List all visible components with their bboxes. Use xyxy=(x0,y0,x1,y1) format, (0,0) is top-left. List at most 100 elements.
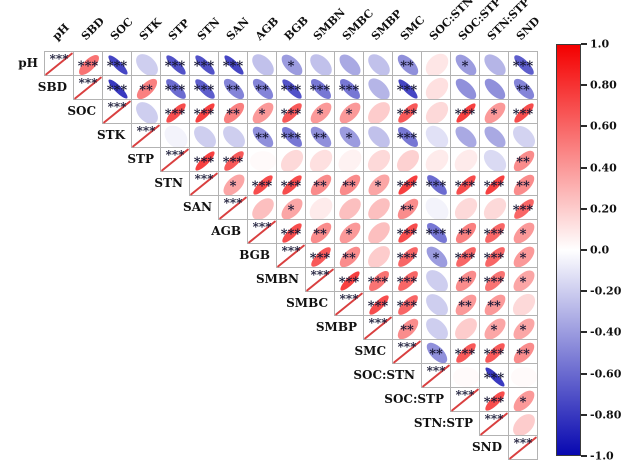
corr-cell-SAN-SMBP xyxy=(363,193,394,224)
row-label-STK: STK xyxy=(96,128,125,142)
legend-tick xyxy=(581,331,587,334)
significance-stars: ** xyxy=(429,347,443,362)
significance-stars: *** xyxy=(396,179,418,194)
significance-stars: *** xyxy=(483,347,505,362)
significance-stars: *** xyxy=(512,203,534,218)
row-label-SOC:STN: SOC:STN xyxy=(353,368,415,382)
significance-stars: * xyxy=(519,395,527,410)
significance-stars: *** xyxy=(425,179,447,194)
legend-tick-label: -0.40 xyxy=(590,325,622,339)
significance-stars: ** xyxy=(342,251,356,266)
significance-stars: ** xyxy=(313,227,327,242)
row-label-pH: pH xyxy=(18,56,38,70)
corr-cell-pH-SOC: *** xyxy=(102,51,132,77)
legend-tick-label: -1.0 xyxy=(590,449,614,463)
corr-cell-SAN-SMC: ** xyxy=(392,194,422,223)
corr-cell-STN-AGB: *** xyxy=(247,171,277,197)
corr-cell-SBD-STN: *** xyxy=(189,75,219,101)
legend-tick xyxy=(581,455,587,457)
legend-tick-label: 0.20 xyxy=(590,202,617,216)
significance-stars: *** xyxy=(512,59,534,74)
significance-stars: ** xyxy=(400,203,414,218)
significance-stars: *** xyxy=(339,292,359,306)
corr-cell-pH-SND: *** xyxy=(508,51,538,77)
row-label-STN: STN xyxy=(154,176,183,190)
corr-cell-BGB-STN:STP: *** xyxy=(479,243,509,270)
corr-cell-STN:STP-SND xyxy=(508,409,540,440)
significance-stars: *** xyxy=(193,59,215,74)
significance-stars: *** xyxy=(193,107,215,122)
significance-stars: ** xyxy=(458,227,472,242)
significance-stars: *** xyxy=(425,227,447,242)
significance-stars: *** xyxy=(310,268,330,282)
corr-cell-pH-SOC:STP: * xyxy=(450,50,480,79)
significance-stars: ** xyxy=(487,299,501,314)
legend-tick xyxy=(581,166,587,169)
corr-cell-SMC-SND: ** xyxy=(508,338,538,367)
significance-stars: *** xyxy=(484,412,504,426)
corr-ellipse xyxy=(250,150,276,171)
significance-stars: *** xyxy=(164,83,186,98)
corr-cell-STP-SOC:STP xyxy=(450,144,482,177)
significance-stars: * xyxy=(287,59,295,74)
corr-cell-SOC:STN-SOC:STN: *** xyxy=(421,363,451,388)
significance-stars: *** xyxy=(338,83,360,98)
significance-stars: ** xyxy=(313,131,327,146)
corr-cell-SMBN-SMBP: *** xyxy=(363,267,393,294)
significance-stars: * xyxy=(461,59,469,74)
corr-cell-SMBP-SMBP: *** xyxy=(363,315,393,340)
significance-stars: *** xyxy=(280,227,302,242)
significance-stars: *** xyxy=(483,251,505,266)
significance-stars: *** xyxy=(107,100,127,114)
significance-stars: * xyxy=(519,275,527,290)
significance-stars: *** xyxy=(338,275,360,290)
significance-stars: *** xyxy=(280,107,302,122)
corr-cell-SOC-SOC:STN xyxy=(421,97,453,128)
corr-cell-SMBC-SOC:STN xyxy=(421,289,453,320)
significance-stars: *** xyxy=(368,316,388,330)
legend-tick xyxy=(581,43,587,45)
significance-stars: *** xyxy=(483,395,505,410)
legend-tick-label: -0.60 xyxy=(590,367,622,381)
significance-stars: *** xyxy=(426,364,446,378)
significance-stars: *** xyxy=(106,83,128,98)
corr-cell-STP-SAN: *** xyxy=(218,147,248,173)
corr-cell-SAN-BGB: * xyxy=(276,194,307,223)
row-label-SMC: SMC xyxy=(354,344,387,358)
corr-cell-SBD-SOC: *** xyxy=(102,75,132,101)
significance-stars: ** xyxy=(516,179,530,194)
significance-stars: *** xyxy=(77,59,99,74)
significance-stars: ** xyxy=(400,59,414,74)
corr-cell-SOC-SND: *** xyxy=(508,99,538,125)
significance-stars: *** xyxy=(483,275,505,290)
significance-stars: *** xyxy=(193,83,215,98)
legend-tick xyxy=(581,290,587,293)
significance-stars: * xyxy=(316,107,324,122)
significance-stars: *** xyxy=(280,131,302,146)
significance-stars: *** xyxy=(396,227,418,242)
significance-stars: *** xyxy=(455,388,475,402)
significance-stars: ** xyxy=(458,299,472,314)
significance-stars: *** xyxy=(396,275,418,290)
significance-stars: * xyxy=(490,107,498,122)
legend-tick-label: 0.0 xyxy=(590,243,610,257)
significance-stars: ** xyxy=(516,83,530,98)
significance-stars: * xyxy=(229,179,237,194)
row-label-SMBN: SMBN xyxy=(255,272,299,286)
significance-stars: ** xyxy=(226,83,240,98)
significance-stars: ** xyxy=(458,275,472,290)
legend-tick-label: 1.0 xyxy=(590,37,610,51)
corr-cell-SAN-SAN: *** xyxy=(218,195,248,220)
corr-cell-AGB-BGB: *** xyxy=(276,219,306,245)
significance-stars: *** xyxy=(309,83,331,98)
corr-cell-SND-SND: *** xyxy=(508,435,538,460)
significance-stars: *** xyxy=(136,124,156,138)
significance-stars: * xyxy=(432,251,440,266)
legend-tick-label: -0.80 xyxy=(590,408,622,422)
significance-stars: *** xyxy=(454,179,476,194)
significance-stars: * xyxy=(345,131,353,146)
corr-cell-pH-STN: *** xyxy=(189,51,219,77)
